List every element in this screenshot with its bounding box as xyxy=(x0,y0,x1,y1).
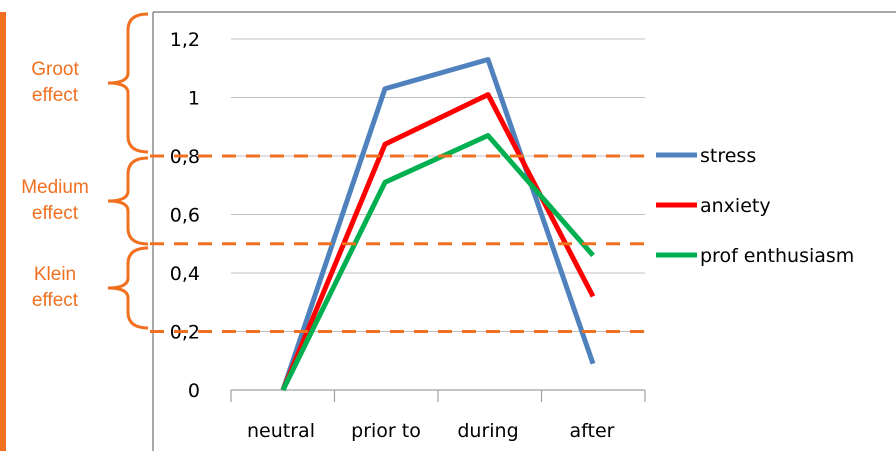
x-tick-label: prior to xyxy=(351,420,421,442)
effect-band-label: Groot xyxy=(31,59,79,80)
axes xyxy=(152,11,896,451)
x-tick-label: during xyxy=(457,420,518,442)
effect-band-label: effect xyxy=(32,85,79,106)
series-lines xyxy=(280,56,596,392)
y-tick-label: 0,4 xyxy=(170,263,200,285)
legend-entry-label: prof enthusiasm xyxy=(700,245,854,267)
effect-band-label: Klein xyxy=(34,264,76,285)
effect-thresholds xyxy=(150,154,650,333)
y-tick-label: 1 xyxy=(188,88,200,110)
effect-brace xyxy=(107,12,149,154)
series-line-stress xyxy=(280,56,596,391)
legend-entry-label: stress xyxy=(700,145,756,167)
effect-band-label: Medium xyxy=(21,177,89,198)
series-line-prof-enthusiasm xyxy=(280,133,595,392)
effect-braces: Groot effect Medium effect Klein effect xyxy=(0,12,149,451)
effect-brace xyxy=(107,156,149,246)
effect-band-label: effect xyxy=(32,203,79,224)
y-tick-label: 1,2 xyxy=(170,29,200,51)
left-edge-bar xyxy=(0,12,6,451)
y-tick-label: 0,6 xyxy=(170,205,200,227)
gridlines xyxy=(231,38,645,332)
y-tick-label: 0 xyxy=(188,380,200,402)
x-tick-label: after xyxy=(570,420,615,442)
legend-entry-label: anxiety xyxy=(700,195,771,217)
effect-brace xyxy=(107,246,149,330)
legend: stress anxiety prof enthusiasm xyxy=(656,145,854,267)
effect-band-label: effect xyxy=(32,290,79,311)
x-tick-label: neutral xyxy=(247,420,315,442)
